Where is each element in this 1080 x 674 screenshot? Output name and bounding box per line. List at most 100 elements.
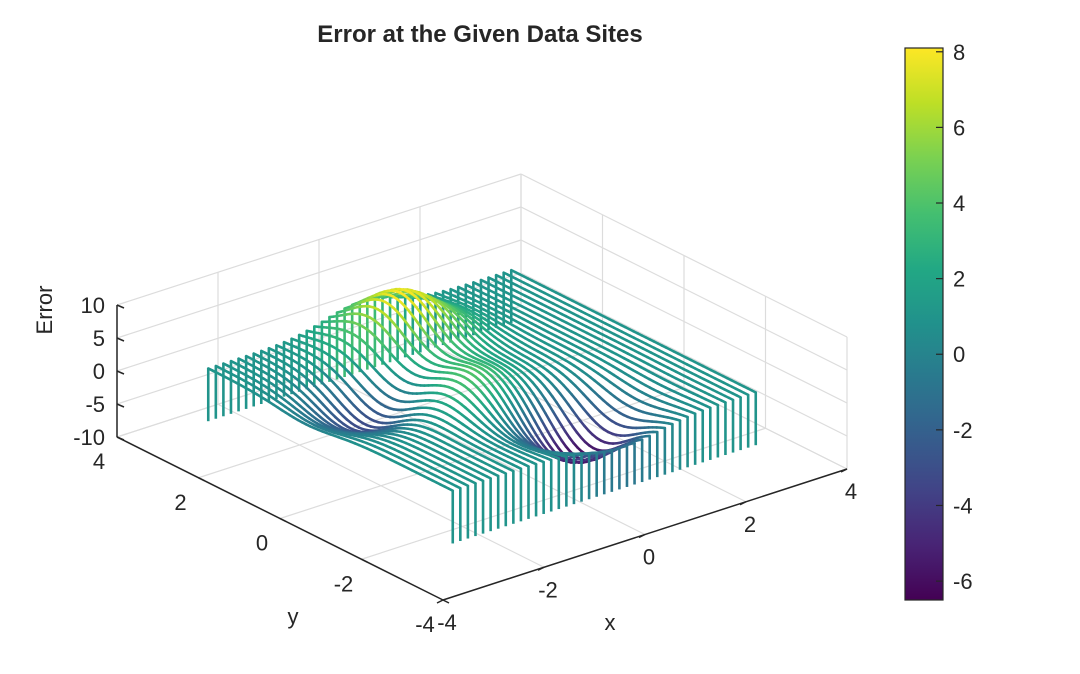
error-mesh [206, 268, 758, 544]
mesh-line [464, 283, 712, 460]
mesh-segment [540, 405, 547, 415]
mesh-segment [509, 268, 517, 274]
mesh-segment [434, 291, 441, 296]
mesh-segment [536, 412, 544, 423]
mesh-line [267, 346, 515, 524]
mesh-segment [449, 287, 457, 293]
mesh-segment [494, 273, 502, 279]
x-axis-label: x [605, 610, 616, 635]
mesh-line [487, 276, 735, 453]
x-tick [739, 501, 747, 506]
z-tick-label: -10 [73, 425, 105, 450]
z-tick [116, 403, 125, 408]
z-tick-label: 10 [81, 293, 105, 318]
colorbar-tick-label: -4 [953, 493, 973, 518]
colorbar-tick-label: 4 [953, 191, 965, 216]
y-tick-label: 4 [93, 449, 105, 474]
y-axis-label: y [288, 604, 299, 629]
mesh-segment [532, 405, 540, 416]
wall-grid-z [520, 272, 848, 437]
mesh-segment [521, 410, 529, 420]
mesh-segment [206, 367, 214, 372]
mesh-line [441, 289, 689, 468]
floor-grid-y [361, 427, 766, 560]
colorbar-tick-label: 0 [953, 342, 965, 367]
colorbar: -6 -4 -2 0 2 4 6 8 [904, 40, 973, 601]
mesh-line [252, 352, 500, 529]
mesh-segment [529, 424, 537, 435]
mesh-segment [520, 397, 528, 408]
mesh-segment [525, 417, 533, 428]
mesh-line [502, 271, 750, 448]
mesh-segment [214, 364, 222, 370]
x-tick [537, 566, 545, 571]
z-tick-label: 5 [93, 326, 105, 351]
mesh-segment [513, 408, 521, 418]
mesh-segment [487, 276, 494, 281]
mesh-segment [548, 419, 555, 429]
mesh-line [411, 295, 659, 478]
mesh-line [328, 312, 576, 505]
mesh-segment [544, 427, 552, 437]
mesh-segment [472, 281, 479, 286]
axes-back-walls [116, 173, 848, 601]
mesh-segment [441, 289, 449, 295]
x-tick-label: -2 [538, 577, 558, 602]
mesh-segment [259, 349, 267, 355]
x-tick [840, 468, 848, 473]
mesh-line [419, 294, 667, 475]
mesh-line [222, 362, 470, 539]
z-tick [116, 370, 125, 375]
mesh-segment [540, 419, 548, 430]
y-tick [279, 517, 287, 523]
colorbar-tick-label: 6 [953, 115, 965, 140]
x-tick-label: 2 [744, 512, 756, 537]
colorbar-tick-label: 2 [953, 267, 965, 292]
y-tick-label: 2 [174, 490, 186, 515]
mesh-segment [343, 305, 350, 310]
mesh-segment [479, 278, 487, 284]
colorbar-tick-label: -2 [953, 418, 973, 443]
mesh-line [305, 329, 553, 512]
z-axis-label: Error [32, 286, 57, 335]
mesh-segment [456, 285, 464, 291]
z-tick [116, 304, 125, 309]
mesh-segment [464, 283, 472, 288]
x-tick-label: -4 [437, 610, 457, 635]
mesh-segment [537, 426, 544, 437]
mesh-segment [544, 412, 551, 422]
chart-title: Error at the Given Data Sites [317, 21, 642, 48]
mesh-segment [267, 346, 275, 352]
mesh-segment [252, 352, 260, 357]
y-tick [442, 599, 450, 604]
colorbar-gradient [904, 47, 944, 601]
mesh-segment [509, 401, 517, 411]
mesh-line [479, 278, 727, 456]
mesh-segment [502, 271, 510, 276]
mesh-segment [551, 410, 559, 420]
mesh-line [275, 343, 523, 522]
mesh-segment [222, 362, 229, 367]
mesh-line [434, 291, 682, 470]
mesh-line [297, 333, 545, 514]
x-tick-label: 4 [845, 479, 857, 504]
mesh-line [320, 319, 568, 507]
z-tick-label: -5 [85, 392, 105, 417]
mesh-line [214, 364, 462, 541]
x-tick [638, 533, 646, 539]
wall-grid-z [116, 305, 522, 438]
wall-grid-z [520, 239, 848, 404]
y-tick [361, 558, 368, 563]
mesh-segment [555, 416, 563, 427]
z-tick-label: 0 [93, 359, 105, 384]
mesh-segment [297, 333, 305, 338]
mesh-segment [381, 295, 388, 300]
x-tick-label: 0 [643, 545, 655, 570]
mesh-segment [529, 411, 536, 422]
wall-grid-z [116, 206, 522, 339]
wall-grid-z [116, 173, 522, 306]
wall-grid-z [520, 206, 848, 371]
mesh-segment [335, 310, 343, 314]
